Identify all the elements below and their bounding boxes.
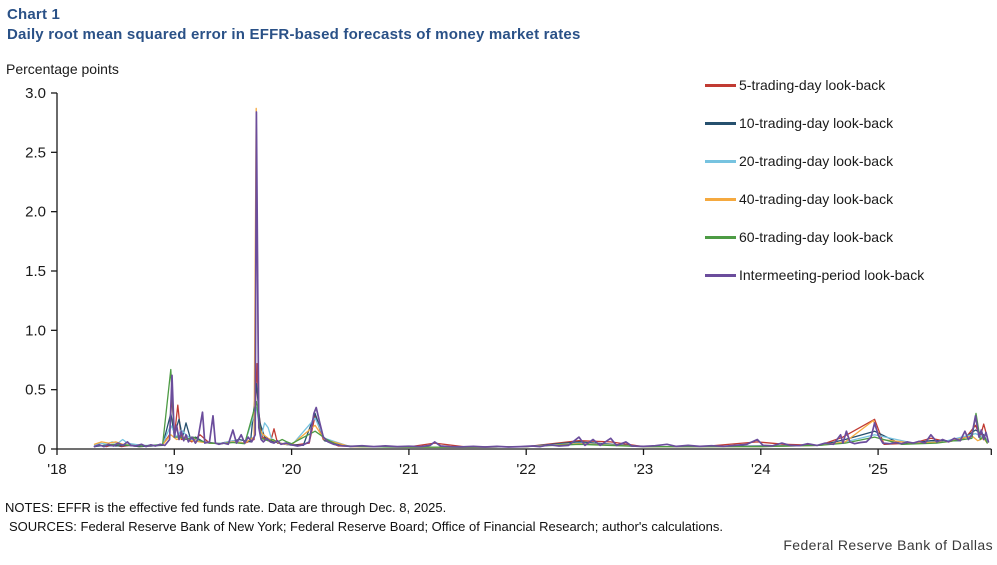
x-tick-label: '20 bbox=[282, 461, 302, 478]
legend-swatch bbox=[705, 273, 736, 277]
x-tick-label: '18 bbox=[47, 461, 67, 478]
legend-item-1: 10-trading-day look-back bbox=[705, 104, 924, 142]
legend-swatch bbox=[705, 121, 736, 125]
legend-label: 20-trading-day look-back bbox=[739, 153, 894, 169]
y-tick-label: 3.0 bbox=[25, 85, 46, 102]
y-tick-label: 1.5 bbox=[25, 263, 46, 280]
x-tick-label: '25 bbox=[868, 461, 888, 478]
y-axis-unit-label: Percentage points bbox=[6, 61, 119, 77]
legend-label: 40-trading-day look-back bbox=[739, 191, 894, 207]
legend-item-5: Intermeeting-period look-back bbox=[705, 256, 924, 294]
x-tick-label: '23 bbox=[634, 461, 654, 478]
series-line-0 bbox=[93, 362, 988, 448]
title-block: Chart 1 Daily root mean squared error in… bbox=[7, 5, 581, 45]
y-tick-label: 2.0 bbox=[25, 204, 46, 221]
y-tick-label: 0.5 bbox=[25, 382, 46, 399]
x-tick-label: '21 bbox=[399, 461, 419, 478]
chart-plot: 0 0.5 1.0 1.5 2.0 2.5 3.0 '18 '19 '20 '21 '22 '23 '24… bbox=[25, 85, 992, 478]
legend-swatch bbox=[705, 159, 736, 163]
legend-swatch bbox=[705, 197, 736, 201]
chart-title: Daily root mean squared error in EFFR-ba… bbox=[7, 26, 581, 43]
legend-swatch bbox=[705, 235, 736, 239]
legend-label: Intermeeting-period look-back bbox=[739, 267, 925, 283]
legend-item-3: 40-trading-day look-back bbox=[705, 180, 924, 218]
notes-line: NOTES: EFFR is the effective fed funds r… bbox=[5, 500, 447, 515]
notes-block: NOTES: EFFR is the effective fed funds r… bbox=[5, 499, 723, 536]
legend-item-4: 60-trading-day look-back bbox=[705, 218, 924, 256]
x-tick-label: '24 bbox=[751, 461, 771, 478]
x-tick-label: '22 bbox=[516, 461, 536, 478]
legend-item-0: 5-trading-day look-back bbox=[705, 66, 924, 104]
legend-swatch bbox=[705, 83, 736, 87]
chart-number-label: Chart 1 bbox=[7, 6, 61, 23]
x-tick-label: '19 bbox=[165, 461, 185, 478]
footer-attribution: Federal Reserve Bank of Dallas bbox=[783, 537, 993, 553]
legend-label: 60-trading-day look-back bbox=[739, 229, 894, 245]
legend-label: 10-trading-day look-back bbox=[739, 115, 894, 131]
legend-item-2: 20-trading-day look-back bbox=[705, 142, 924, 180]
y-tick-label: 1.0 bbox=[25, 322, 46, 339]
y-tick-label: 2.5 bbox=[25, 144, 46, 161]
legend-label: 5-trading-day look-back bbox=[739, 77, 886, 93]
series-line-5 bbox=[93, 111, 990, 448]
sources-line: SOURCES: Federal Reserve Bank of New Yor… bbox=[9, 518, 723, 534]
series-line-1 bbox=[93, 383, 988, 448]
y-tick-label: 0 bbox=[38, 441, 46, 458]
chart-legend: 5-trading-day look-back 10-trading-day lo… bbox=[705, 66, 924, 294]
